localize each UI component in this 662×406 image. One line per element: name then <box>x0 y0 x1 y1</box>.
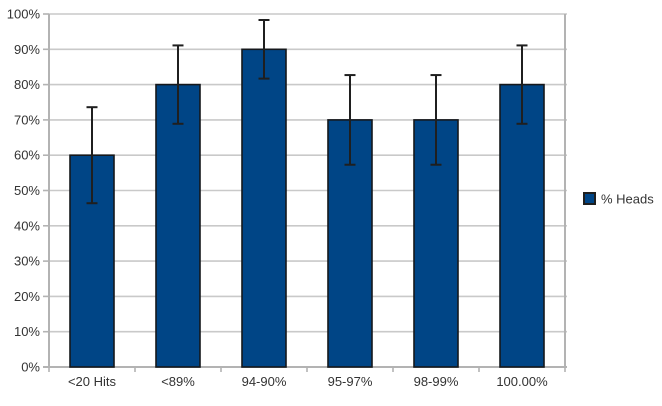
bar <box>155 83 201 368</box>
y-tick-label: 50% <box>14 183 40 198</box>
bar <box>241 48 287 368</box>
x-category-label: <89% <box>161 374 195 389</box>
y-tick-label: 20% <box>14 289 40 304</box>
legend: % Heads <box>583 192 654 207</box>
y-axis-labels: 0% 10% 20% 30% 40% 50% 60% 70% 80% 90% 100% <box>7 7 41 375</box>
x-category-label: 100.00% <box>496 374 548 389</box>
error-bars <box>86 19 528 205</box>
y-tick-label: 60% <box>14 148 40 163</box>
legend-label: % Heads <box>601 192 654 207</box>
y-tick-label: 30% <box>14 254 40 269</box>
x-category-label: 95-97% <box>328 374 373 389</box>
y-tick-label: 90% <box>14 42 40 57</box>
y-tick-label: 40% <box>14 218 40 233</box>
y-tick-label: 70% <box>14 112 40 127</box>
bar <box>499 83 545 368</box>
x-category-label: 98-99% <box>414 374 459 389</box>
y-tick-label: 100% <box>7 7 41 22</box>
x-category-label: <20 Hits <box>68 374 117 389</box>
legend-swatch-icon <box>583 192 596 205</box>
axes <box>43 13 567 372</box>
gridlines <box>49 13 567 333</box>
y-tick-label: 10% <box>14 324 40 339</box>
y-tick-label: 80% <box>14 77 40 92</box>
bars <box>69 48 545 368</box>
x-axis-labels: <20 Hits <89% 94-90% 95-97% 98-99% 100.00% <box>68 374 548 389</box>
y-tick-label: 0% <box>21 360 40 375</box>
x-category-label: 94-90% <box>242 374 287 389</box>
